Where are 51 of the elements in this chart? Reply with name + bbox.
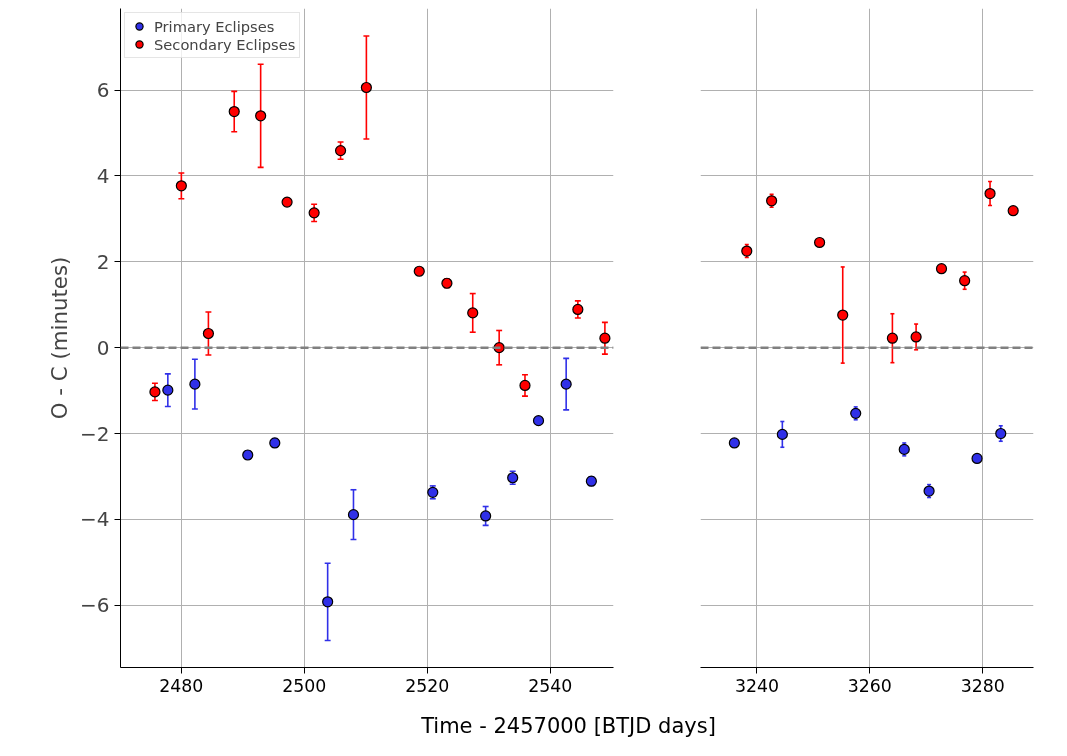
x-axis-title: Time - 2457000 [BTJD days] bbox=[421, 713, 716, 740]
point bbox=[347, 509, 360, 521]
point bbox=[776, 428, 788, 440]
y-tick-label: 4 bbox=[96, 163, 110, 188]
y-tick-label: −6 bbox=[80, 593, 110, 618]
point bbox=[560, 378, 572, 390]
point bbox=[413, 265, 425, 277]
point bbox=[837, 309, 849, 321]
x-tick-label: 3280 bbox=[960, 675, 1005, 696]
y-tick-label: 6 bbox=[96, 78, 110, 103]
point bbox=[910, 331, 922, 343]
legend-label: Secondary Eclipses bbox=[154, 35, 296, 53]
point bbox=[935, 263, 948, 275]
x-tick-label: 3260 bbox=[847, 675, 892, 696]
point bbox=[255, 110, 267, 122]
point bbox=[532, 415, 545, 427]
y-tick-label: 2 bbox=[96, 249, 110, 274]
point bbox=[959, 275, 971, 287]
point bbox=[308, 207, 320, 219]
point bbox=[202, 327, 214, 340]
legend-label: Primary Eclipses bbox=[154, 17, 275, 35]
point bbox=[1007, 205, 1019, 217]
point bbox=[480, 510, 492, 522]
point bbox=[741, 245, 753, 257]
point bbox=[175, 180, 187, 192]
point bbox=[189, 378, 201, 390]
point bbox=[149, 386, 161, 398]
point bbox=[334, 145, 347, 157]
point bbox=[599, 332, 611, 344]
x-tick-label: 2480 bbox=[159, 675, 204, 696]
x-tick-label: 2520 bbox=[405, 675, 450, 696]
point bbox=[728, 437, 740, 449]
y-axis-title: O - C (minutes) bbox=[47, 256, 73, 420]
point bbox=[519, 379, 531, 392]
point bbox=[886, 332, 898, 344]
point bbox=[467, 307, 479, 319]
point bbox=[813, 236, 826, 249]
point bbox=[162, 384, 174, 396]
point bbox=[984, 187, 996, 200]
x-tick-label: 2540 bbox=[528, 675, 573, 696]
point bbox=[360, 81, 372, 94]
point bbox=[228, 105, 240, 118]
y-tick-label: −4 bbox=[80, 507, 110, 532]
y-tick-label: −2 bbox=[80, 421, 110, 446]
y-tick-label: 0 bbox=[96, 335, 110, 360]
point bbox=[281, 196, 293, 208]
x-tick-label: 3240 bbox=[734, 675, 779, 696]
point bbox=[923, 485, 935, 497]
x-tick-label: 2500 bbox=[282, 675, 327, 696]
point bbox=[971, 452, 983, 465]
point bbox=[322, 596, 334, 608]
